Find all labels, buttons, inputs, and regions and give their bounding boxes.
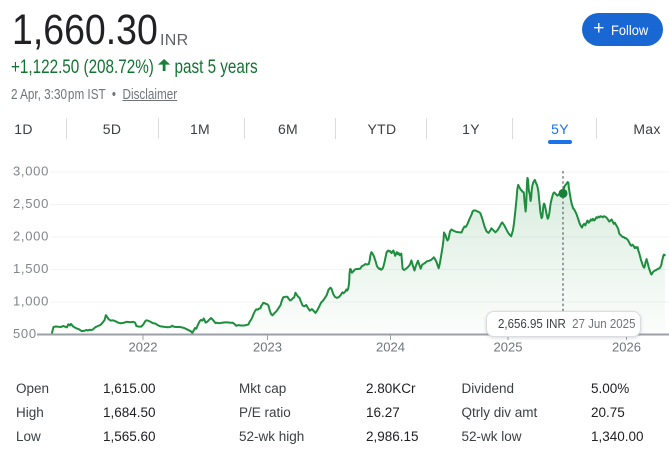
svg-text:3,000: 3,000 (13, 164, 49, 179)
svg-text:2,500: 2,500 (13, 196, 49, 211)
svg-text:1,000: 1,000 (13, 294, 49, 309)
svg-text:2,000: 2,000 (13, 229, 49, 244)
svg-text:2025: 2025 (494, 340, 523, 355)
svg-text:500: 500 (13, 326, 37, 341)
svg-text:2023: 2023 (253, 340, 282, 355)
svg-text:1,500: 1,500 (13, 261, 49, 276)
svg-text:2022: 2022 (129, 340, 158, 355)
svg-text:2026: 2026 (612, 340, 641, 355)
svg-text:2024: 2024 (376, 340, 405, 355)
